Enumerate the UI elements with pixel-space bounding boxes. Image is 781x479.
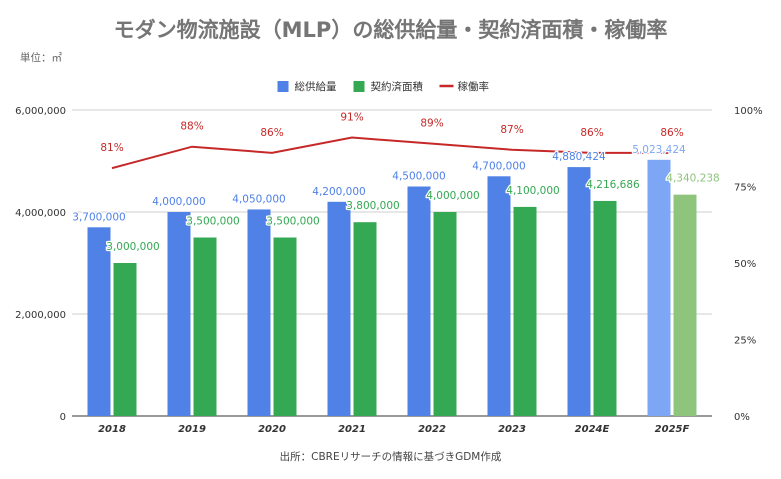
occupancy-line-path: [111, 136, 672, 170]
x-tick-label: 2024E: [575, 424, 610, 435]
occupancy-label: 91%: [340, 112, 363, 124]
bar-value-label: 3,700,000: [72, 211, 125, 223]
legend-label: 稼働率: [458, 80, 490, 93]
x-tick-label: 2018: [98, 424, 126, 435]
bar-supply: [327, 201, 351, 416]
right-axis: 0% 25% 50% 75% 100%: [734, 106, 763, 423]
left-tick-label: 0: [60, 412, 66, 423]
bar-leased: [673, 194, 697, 416]
right-tick-label: 0%: [734, 412, 750, 423]
right-tick-label: 25%: [734, 336, 756, 347]
x-tick-label: 2025F: [655, 424, 690, 435]
occupancy-label: 89%: [420, 118, 443, 130]
right-tick-label: 75%: [734, 183, 756, 194]
legend-label: 総供給量: [295, 80, 337, 93]
combo-chart: 総供給量 契約済面積 稼働率 0 2,000,000 4,000,000 6,000,00…: [15, 80, 763, 435]
bar-value-label: 4,340,238: [666, 173, 719, 185]
bar-value-label: 5,023,424: [632, 144, 686, 156]
occupancy-label: 86%: [260, 127, 283, 139]
occupancy-line: [111, 136, 672, 170]
bar-value-label: 4,000,000: [152, 196, 205, 208]
bar-value-label: 4,880,424: [552, 151, 606, 163]
x-tick-label: 2019: [178, 424, 206, 435]
bar-leased: [433, 212, 457, 416]
left-tick-label: 4,000,000: [15, 208, 66, 219]
occupancy-label: 88%: [180, 121, 203, 133]
bar-supply: [407, 186, 431, 416]
occupancy-label: 81%: [100, 142, 123, 154]
bar-series: [87, 159, 697, 417]
bar-value-label: 4,700,000: [472, 160, 525, 172]
bar-supply: [647, 159, 671, 417]
chart-title: モダン物流施設（MLP）の総供給量・契約済面積・稼働率: [113, 18, 668, 42]
bar-supply: [247, 209, 271, 416]
bar-value-label: 3,500,000: [266, 216, 319, 228]
bar-value-label: 4,500,000: [392, 171, 445, 183]
bar-value-label: 3,800,000: [346, 200, 399, 212]
bar-leased: [353, 222, 377, 416]
bar-supply: [87, 227, 111, 416]
bar-leased: [193, 237, 217, 416]
x-tick-label: 2022: [418, 424, 446, 435]
source-note: 出所：CBREリサーチの情報に基づきGDM作成: [279, 451, 502, 463]
occupancy-label: 87%: [500, 124, 523, 136]
right-tick-label: 50%: [734, 259, 756, 270]
chart-legend: 総供給量 契約済面積 稼働率: [277, 80, 490, 93]
x-tick-label: 2020: [258, 424, 286, 435]
legend-swatch: [277, 81, 289, 92]
bar-supply: [487, 176, 511, 416]
left-tick-label: 6,000,000: [15, 106, 66, 117]
right-tick-label: 100%: [734, 106, 763, 117]
x-tick-label: 2021: [338, 424, 366, 435]
bar-value-label: 4,000,000: [426, 190, 479, 202]
bar-leased: [113, 263, 137, 416]
bar-leased: [593, 200, 617, 416]
legend-swatch: [353, 81, 365, 92]
left-tick-label: 2,000,000: [15, 310, 66, 321]
bar-value-label: 3,500,000: [186, 216, 239, 228]
left-axis: 0 2,000,000 4,000,000 6,000,000: [15, 106, 66, 423]
x-axis: 2018 2019 2020 2021 2022 2023 2024E 2025F: [98, 424, 689, 435]
bar-value-label: 4,200,000: [312, 186, 365, 198]
occupancy-label: 86%: [580, 127, 603, 139]
x-tick-label: 2023: [498, 424, 526, 435]
legend-label: 契約済面積: [371, 80, 424, 93]
bar-leased: [273, 237, 297, 416]
unit-label: 単位：㎡: [20, 52, 62, 64]
bar-value-label: 4,100,000: [506, 185, 559, 197]
occupancy-label: 86%: [660, 127, 683, 139]
data-labels: 3,700,000 4,000,000 4,050,000 4,200,000 4,50…: [71, 112, 721, 255]
bar-leased: [513, 206, 537, 416]
bar-value-label: 4,050,000: [232, 193, 285, 205]
bar-supply: [567, 167, 591, 416]
bar-value-label: 4,216,686: [586, 179, 640, 191]
bar-value-label: 3,000,000: [106, 241, 159, 253]
bar-supply: [167, 212, 191, 416]
